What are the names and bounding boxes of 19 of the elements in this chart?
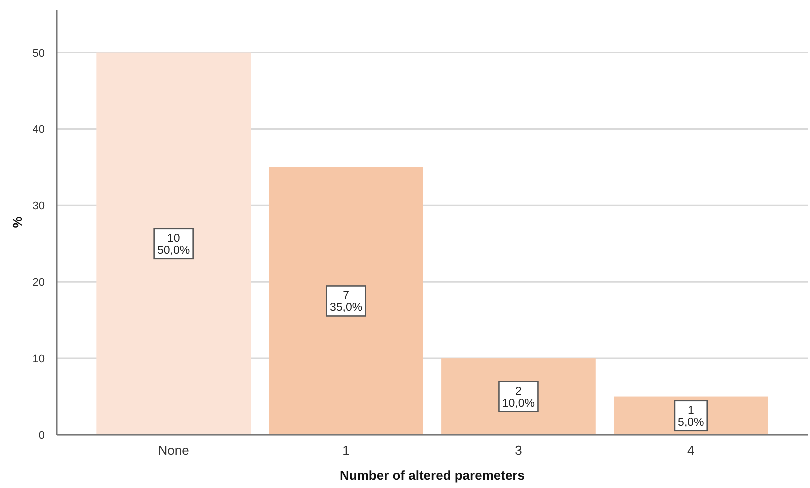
data-label: 7 35,0% (330, 290, 363, 314)
data-label: 1 5,0% (678, 404, 704, 429)
bar (96, 52, 251, 435)
x-tick-label: 3 (515, 443, 522, 458)
y-tick-label: 0 (38, 430, 45, 442)
y-tick-label: 30 (32, 200, 45, 213)
bar (269, 167, 424, 435)
x-tick-label: 1 (342, 443, 350, 458)
y-tick-label: 40 (32, 124, 45, 136)
x-tick-label: 4 (688, 443, 695, 458)
y-tick-label: 10 (32, 354, 45, 366)
data-label: 2 10,0% (502, 386, 536, 410)
y-tick-label: 20 (32, 277, 45, 290)
x-tick-label: None (158, 443, 190, 458)
y-tick-label: 50 (32, 48, 45, 60)
y-axis-title: % (10, 216, 25, 228)
bar (442, 358, 596, 435)
data-label: 10 50,0% (158, 232, 190, 257)
x-axis-title: Number of altered paremeters (340, 468, 525, 483)
